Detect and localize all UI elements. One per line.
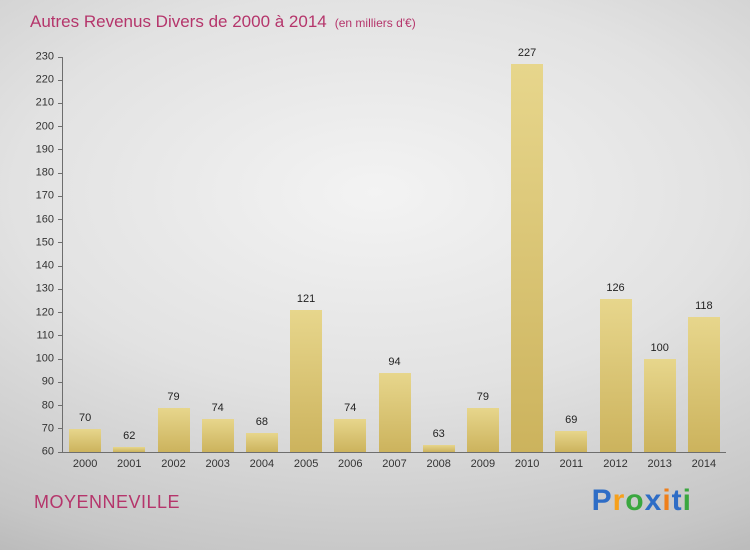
y-tick-label: 220 [35,73,54,86]
y-tick-label: 90 [41,375,54,388]
y-tick-label: 120 [35,306,54,319]
logo-letter: i [682,484,692,517]
y-tick-mark [58,381,63,383]
y-tick-label: 130 [35,282,54,295]
x-tick-label: 2007 [382,458,407,470]
bar-2005 [290,310,323,452]
y-tick-mark [58,428,63,430]
bar-value-label: 79 [167,390,180,403]
y-tick-mark [58,451,63,453]
bar-2002 [157,407,190,452]
bar-2003 [201,419,234,452]
x-tick-label: 2011 [559,458,584,470]
bar-value-label: 118 [695,300,713,313]
bar-value-label: 121 [296,293,316,306]
bar-2006 [334,419,367,452]
y-tick-label: 160 [35,213,54,226]
bar-value-label: 227 [517,46,537,59]
bar-value-label: 94 [388,356,401,368]
chart-subtitle: (en milliers d'€) [334,16,416,30]
bar-2014 [687,317,720,452]
x-tick-label: 2000 [72,458,98,470]
bar-value-label: 100 [650,342,669,355]
x-tick-label: 2005 [293,458,319,470]
y-tick-mark [58,219,63,221]
bar-2012 [599,298,632,452]
bar-value-label: 69 [565,414,578,427]
y-tick-label: 180 [35,166,54,179]
logo-letter: i [662,484,672,517]
y-tick-label: 190 [35,143,54,156]
y-tick-mark [58,358,63,360]
bar-value-label: 126 [606,281,625,294]
y-tick-label: 110 [36,329,54,342]
y-tick-mark [58,335,63,337]
y-tick-mark [58,265,63,267]
logo-letter: r [612,484,626,517]
y-tick-label: 60 [41,445,54,458]
y-tick-mark [58,195,63,197]
logo-letter: o [625,484,645,517]
y-tick-mark [58,149,63,151]
x-tick-label: 2001 [117,458,142,470]
x-tick-label: 2010 [514,458,540,470]
logo-letter: P [591,484,613,517]
bar-value-label: 70 [78,411,92,424]
x-tick-label: 2004 [249,458,275,470]
bar-2000 [69,428,102,452]
bar-2008 [422,445,455,452]
y-tick-mark [58,126,63,128]
x-tick-label: 2013 [647,458,672,470]
bar-value-label: 74 [344,402,357,415]
x-tick-label: 2003 [205,458,230,470]
bar-value-label: 63 [432,428,445,441]
place-name: MOYENNEVILLE [34,492,181,512]
bar-2007 [378,373,411,452]
logo-letter: x [644,484,663,517]
x-tick-label: 2009 [470,458,496,470]
y-tick-label: 70 [41,422,54,435]
x-tick-label: 2014 [691,458,717,470]
bar-2009 [466,407,499,452]
bar-2010 [511,63,544,452]
y-tick-mark [58,405,63,407]
y-tick-mark [58,102,63,104]
y-tick-mark [58,56,63,58]
y-tick-label: 210 [35,96,54,109]
proxiti-logo: Proxiti [592,484,692,518]
y-tick-mark [58,288,63,290]
y-tick-mark [58,312,63,314]
y-tick-label: 150 [35,236,54,249]
y-tick-mark [58,79,63,81]
y-tick-label: 170 [35,189,54,202]
x-tick-label: 2002 [161,458,186,470]
bar-value-label: 79 [476,390,490,403]
bar-2013 [643,359,676,452]
bar-value-label: 62 [123,430,136,443]
y-tick-label: 80 [41,399,54,412]
bar-2001 [113,447,146,452]
x-tick-label: 2006 [338,458,363,470]
bar-2011 [555,431,588,452]
y-tick-mark [58,242,63,244]
y-tick-label: 100 [35,352,54,365]
bar-2004 [245,433,278,452]
plot-area: 60 70 80 90 100 110 120 130 140 150 160 170 180 190 20… [36,47,726,470]
y-tick-mark [58,172,63,174]
bar-value-label: 74 [211,402,224,415]
x-tick-label: 2008 [426,458,451,470]
y-tick-label: 140 [35,259,54,272]
x-tick-label: 2012 [603,458,628,470]
y-tick-label: 230 [35,50,54,63]
chart-title: Autres Revenus Divers de 2000 à 2014 [30,12,327,31]
y-tick-label: 200 [35,120,54,133]
logo-letter: t [671,484,683,517]
bar-value-label: 68 [255,416,269,429]
chart-title-row: Autres Revenus Divers de 2000 à 2014 (en… [30,12,416,32]
